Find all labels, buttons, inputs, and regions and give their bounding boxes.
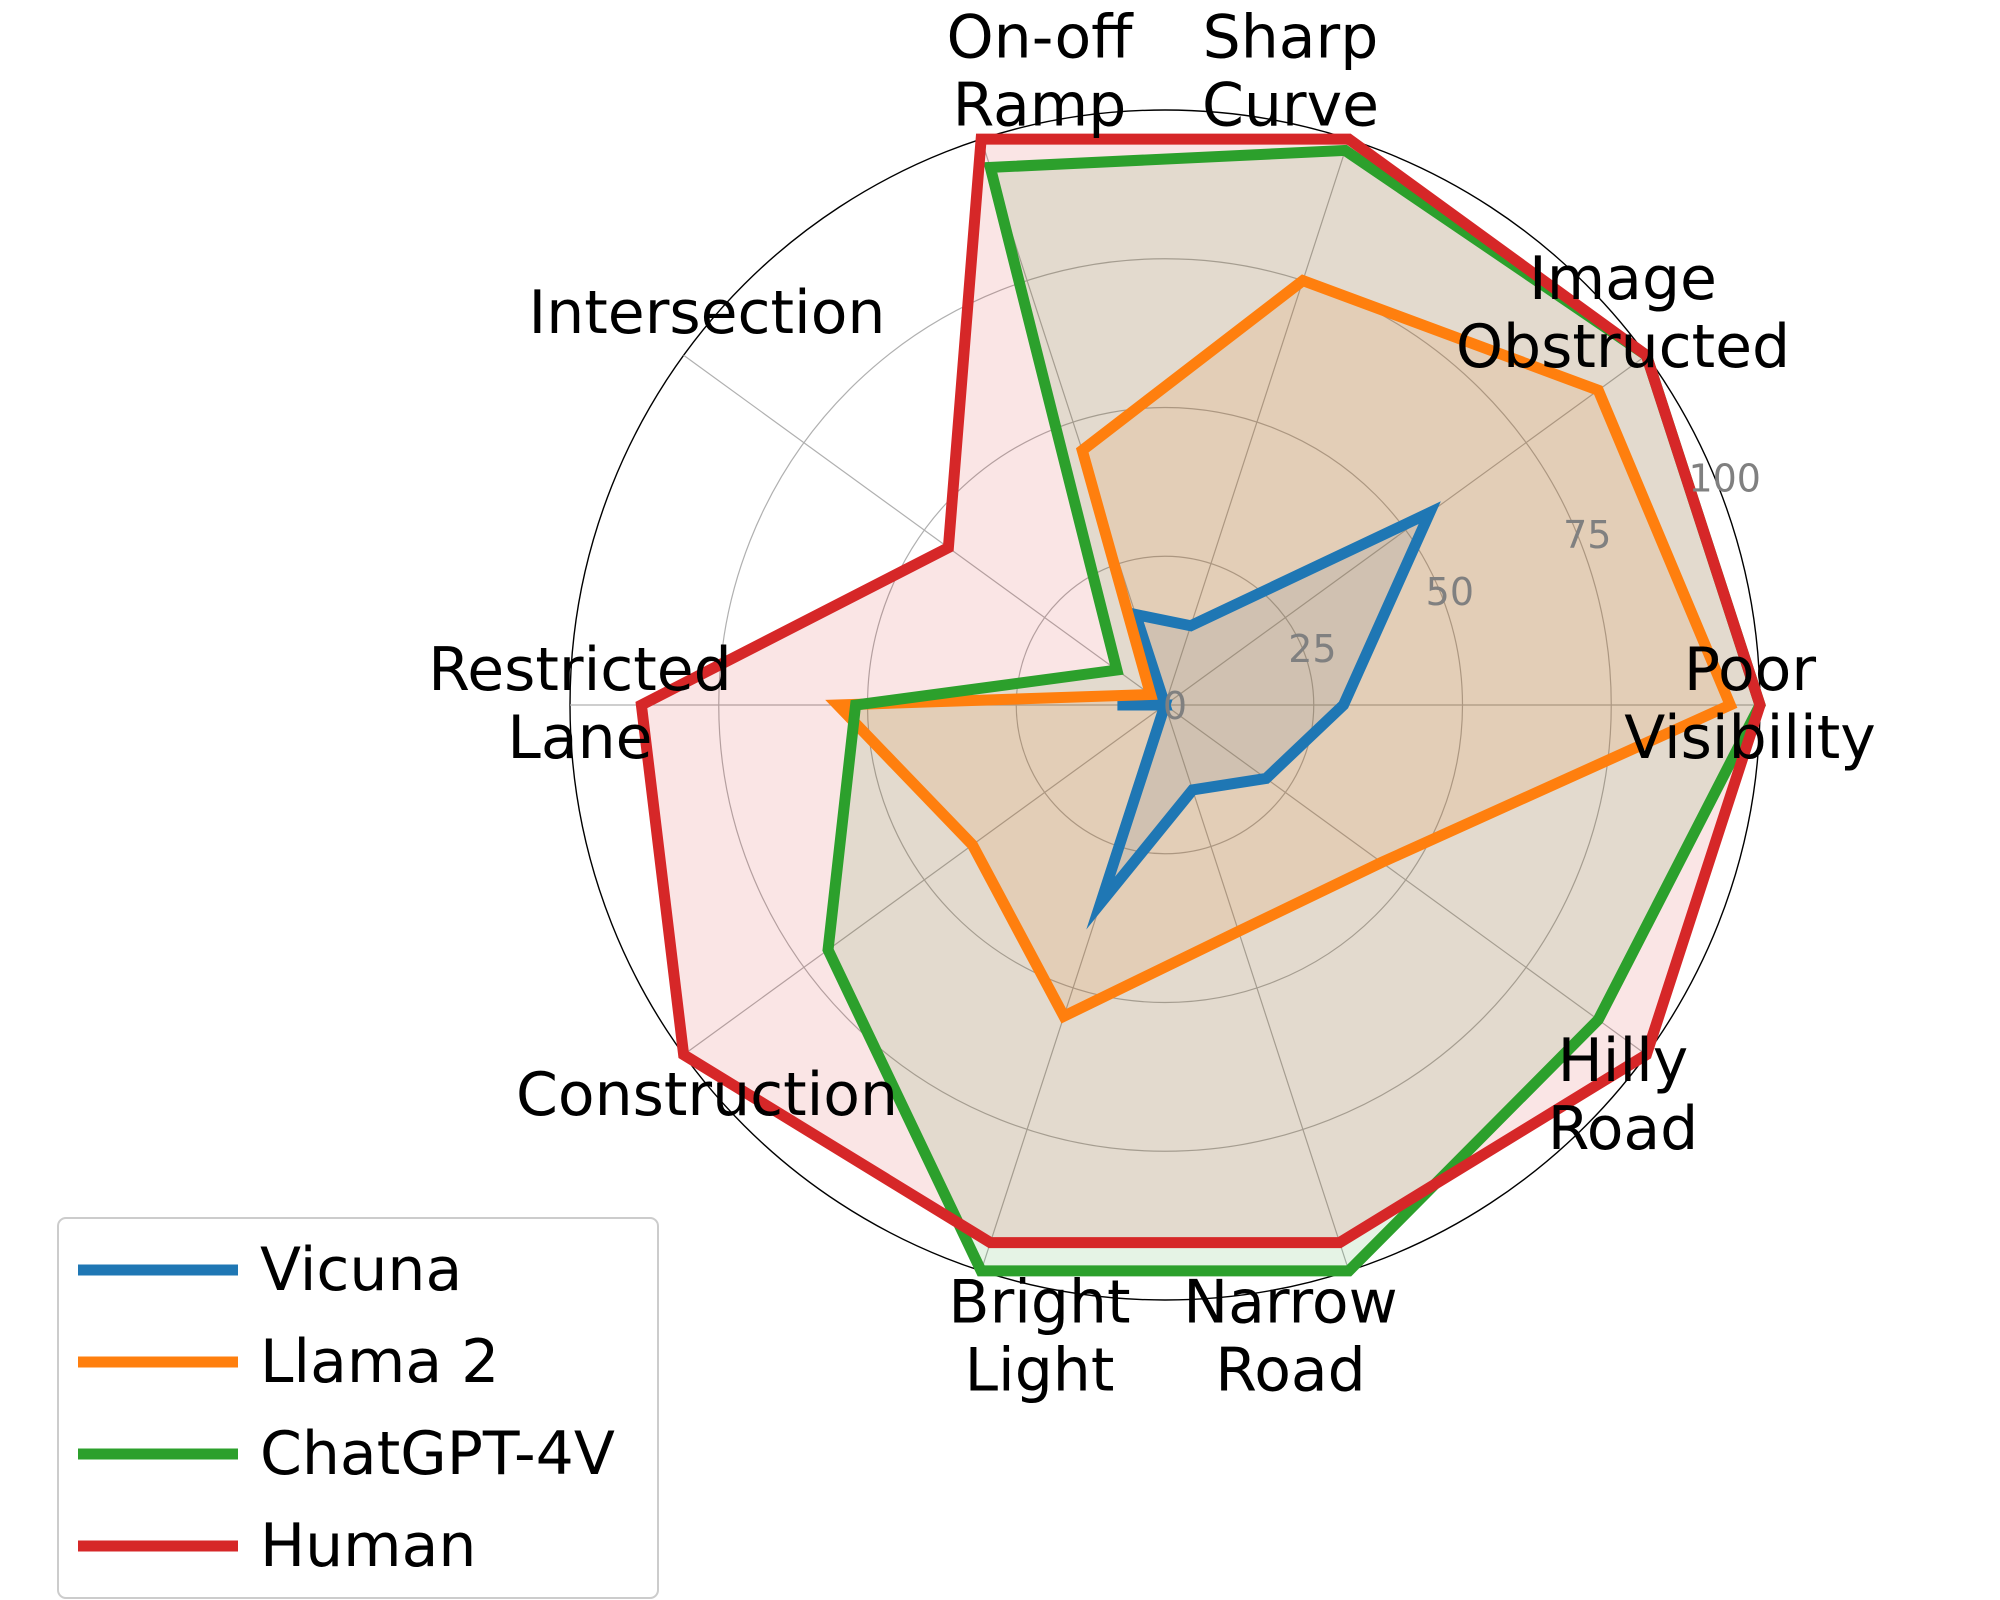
spoke-sharp-curve: [1164, 138, 1350, 706]
category-label-sharp-curve: Sharp Curve: [1202, 3, 1379, 141]
category-label-construction: Construction: [516, 1060, 898, 1130]
series-line-vicuna: [1086, 501, 1441, 930]
series-line-human: [635, 133, 1766, 1249]
legend-label-llama-2: Llama 2: [260, 1327, 499, 1397]
spoke-construction: [683, 704, 1166, 1056]
legend-label-chatgpt-4v: ChatGPT-4V: [260, 1419, 615, 1489]
category-label-hilly-road: Hilly Road: [1548, 1026, 1699, 1164]
radial-tick-75: 75: [1563, 513, 1611, 557]
radial-tick-50: 50: [1426, 570, 1474, 614]
legend-box: [57, 1217, 659, 1599]
category-label-restricted-lane: Restricted Lane: [428, 635, 732, 773]
series-fill-human: [641, 139, 1760, 1243]
spoke-hilly-road: [1164, 704, 1647, 1056]
category-label-poor-visibility: Poor Visibility: [1624, 635, 1875, 773]
radial-tick-25: 25: [1288, 627, 1336, 671]
category-label-intersection: Intersection: [529, 278, 886, 348]
radial-tick-labels: 0 25 50 75 100: [1163, 456, 1761, 728]
radial-tick-100: 100: [1688, 456, 1761, 500]
category-label-on-off-ramp: On-off Ramp: [946, 3, 1134, 141]
series-lines: [635, 133, 1766, 1277]
category-labels: Poor Visibility Image Obstructed Sharp Curve O…: [428, 3, 1876, 1406]
category-label-image-obstructed: Image Obstructed: [1456, 244, 1790, 382]
spoke-image-obstructed: [1164, 354, 1647, 706]
spoke-intersection: [683, 354, 1166, 706]
legend-label-vicuna: Vicuna: [260, 1235, 462, 1305]
legend-label-human: Human: [260, 1511, 476, 1581]
category-label-bright-light: Bright Light: [948, 1267, 1130, 1405]
category-label-narrow-road: Narrow Road: [1183, 1267, 1397, 1405]
series-line-llama-2: [825, 274, 1738, 1024]
legend: Vicuna Llama 2 ChatGPT-4V Human: [57, 1217, 659, 1599]
spoke-narrow-road: [1164, 704, 1350, 1272]
radial-tick-0: 0: [1163, 684, 1187, 728]
series-fill-llama-2: [837, 280, 1731, 1017]
series-fill-vicuna: [1100, 512, 1430, 904]
